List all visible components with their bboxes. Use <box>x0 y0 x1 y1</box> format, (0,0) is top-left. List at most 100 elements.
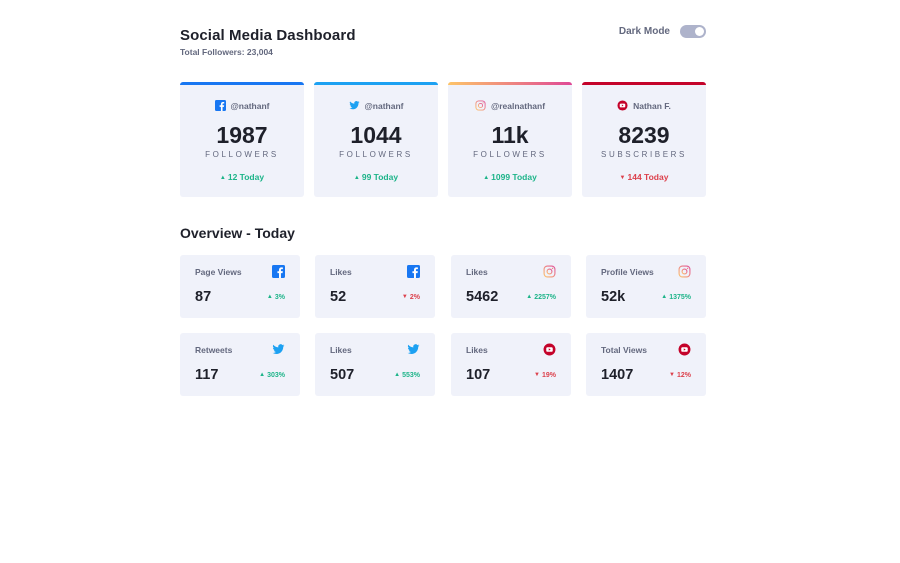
card-top-bar <box>582 82 706 85</box>
overview-label: Total Views <box>601 345 647 355</box>
overview-percent: ▲ 2257% <box>526 294 556 301</box>
trend-arrow-icon: ▲ <box>526 294 533 300</box>
overview-card[interactable]: Total Views 1407 ▼ 12% <box>586 333 706 396</box>
today-change: ▼ 144 Today <box>582 172 706 182</box>
header: Social Media Dashboard Total Followers: … <box>180 0 706 80</box>
trend-arrow-icon: ▲ <box>394 372 401 378</box>
today-text: 144 Today <box>627 172 669 182</box>
facebook-icon <box>272 265 285 278</box>
follower-count: 1987 <box>216 122 268 148</box>
today-change: ▲ 99 Today <box>314 172 438 182</box>
overview-card[interactable]: Retweets 117 ▲ 303% <box>180 333 300 396</box>
overview-card[interactable]: Profile Views 52k ▲ 1375% <box>586 255 706 318</box>
trend-arrow-icon: ▼ <box>669 372 675 378</box>
percent-text: 3% <box>274 294 285 301</box>
overview-value: 5462 <box>466 289 499 305</box>
overview-value: 87 <box>195 289 212 305</box>
overview-label: Likes <box>466 267 488 277</box>
trend-arrow-icon: ▲ <box>219 175 226 181</box>
card-handle: @nathanf <box>314 100 438 111</box>
card-instagram[interactable]: @realnathanf 11k FOLLOWERS ▲ 1099 Today <box>448 82 572 197</box>
overview-label: Likes <box>330 267 352 277</box>
overview-value: 507 <box>330 367 355 383</box>
toggle-knob[interactable] <box>695 27 704 36</box>
overview-label: Likes <box>330 345 352 355</box>
today-text: 12 Today <box>227 172 265 182</box>
overview-card[interactable]: Page Views 87 ▲ 3% <box>180 255 300 318</box>
dashboard: Social Media Dashboard Total Followers: … <box>180 0 706 396</box>
youtube-icon <box>543 343 556 356</box>
overview-percent: ▼ 19% <box>534 372 556 379</box>
today-change: ▲ 1099 Today <box>448 172 572 182</box>
percent-text: 19% <box>541 372 556 379</box>
trend-arrow-icon: ▲ <box>353 175 360 181</box>
instagram-icon <box>543 265 556 278</box>
handle-text: @nathanf <box>364 100 404 111</box>
overview-percent: ▲ 303% <box>259 372 285 379</box>
follower-unit: FOLLOWERS <box>339 150 413 159</box>
youtube-icon <box>678 343 691 356</box>
trend-arrow-icon: ▼ <box>619 175 626 181</box>
card-handle: @realnathanf <box>448 100 572 111</box>
trend-arrow-icon: ▲ <box>661 294 668 300</box>
overview-label: Profile Views <box>601 267 654 277</box>
overview-label: Likes <box>466 345 488 355</box>
overview-card[interactable]: Likes 507 ▲ 553% <box>315 333 435 396</box>
today-text: 99 Today <box>361 172 399 182</box>
card-top-bar <box>314 82 438 85</box>
overview-percent: ▼ 2% <box>402 294 420 301</box>
facebook-icon <box>214 100 226 111</box>
overview-card[interactable]: Likes 52 ▼ 2% <box>315 255 435 318</box>
overview-percent: ▲ 3% <box>267 294 285 301</box>
follower-unit: SUBSCRIBERS <box>601 150 687 159</box>
follower-count: 8239 <box>618 122 670 148</box>
facebook-icon <box>407 265 420 278</box>
trend-arrow-icon: ▲ <box>266 294 273 300</box>
card-youtube[interactable]: Nathan F. 8239 SUBSCRIBERS ▼ 144 Today <box>582 82 706 197</box>
overview-value: 52 <box>330 289 347 305</box>
dark-mode-toggle[interactable] <box>680 25 706 38</box>
overview-value: 107 <box>466 367 491 383</box>
percent-text: 303% <box>267 372 285 379</box>
trend-arrow-icon: ▼ <box>401 294 408 300</box>
card-top-bar <box>180 82 304 85</box>
total-followers: Total Followers: 23,004 <box>180 47 273 57</box>
instagram-icon <box>475 100 486 111</box>
trend-arrow-icon: ▲ <box>259 372 266 378</box>
card-handle: Nathan F. <box>582 100 706 111</box>
card-handle: @nathanf <box>180 100 304 111</box>
overview-value: 52k <box>601 289 626 305</box>
trend-arrow-icon: ▼ <box>534 372 540 378</box>
twitter-icon <box>348 100 360 111</box>
overview-grid: Page Views 87 ▲ 3% Likes 52 ▼ 2% Likes 546… <box>180 255 706 396</box>
overview-value: 117 <box>195 367 219 383</box>
handle-text: Nathan F. <box>633 100 671 111</box>
overview-value: 1407 <box>601 367 634 383</box>
handle-text: @realnathanf <box>490 100 546 111</box>
follower-cards: @nathanf 1987 FOLLOWERS ▲ 12 Today @natha… <box>180 82 706 197</box>
overview-card[interactable]: Likes 5462 ▲ 2257% <box>451 255 571 318</box>
card-top-bar <box>448 82 572 85</box>
trend-arrow-icon: ▲ <box>483 175 490 181</box>
today-change: ▲ 12 Today <box>180 172 304 182</box>
overview-label: Page Views <box>195 267 242 277</box>
follower-count: 1044 <box>350 122 402 148</box>
follower-unit: FOLLOWERS <box>473 150 547 159</box>
percent-text: 12% <box>676 372 691 379</box>
card-twitter[interactable]: @nathanf 1044 FOLLOWERS ▲ 99 Today <box>314 82 438 197</box>
follower-unit: FOLLOWERS <box>205 150 279 159</box>
card-facebook[interactable]: @nathanf 1987 FOLLOWERS ▲ 12 Today <box>180 82 304 197</box>
overview-card[interactable]: Likes 107 ▼ 19% <box>451 333 571 396</box>
handle-text: @nathanf <box>230 100 270 111</box>
percent-text: 1375% <box>669 294 691 301</box>
page-title: Social Media Dashboard <box>180 27 356 44</box>
follower-count: 11k <box>491 122 529 148</box>
percent-text: 2% <box>409 294 420 301</box>
today-text: 1099 Today <box>491 172 537 182</box>
twitter-icon <box>272 343 285 356</box>
overview-label: Retweets <box>195 345 233 355</box>
instagram-icon <box>678 265 691 278</box>
twitter-icon <box>407 343 420 356</box>
overview-percent: ▲ 1375% <box>661 294 691 301</box>
overview-title: Overview - Today <box>180 225 295 241</box>
